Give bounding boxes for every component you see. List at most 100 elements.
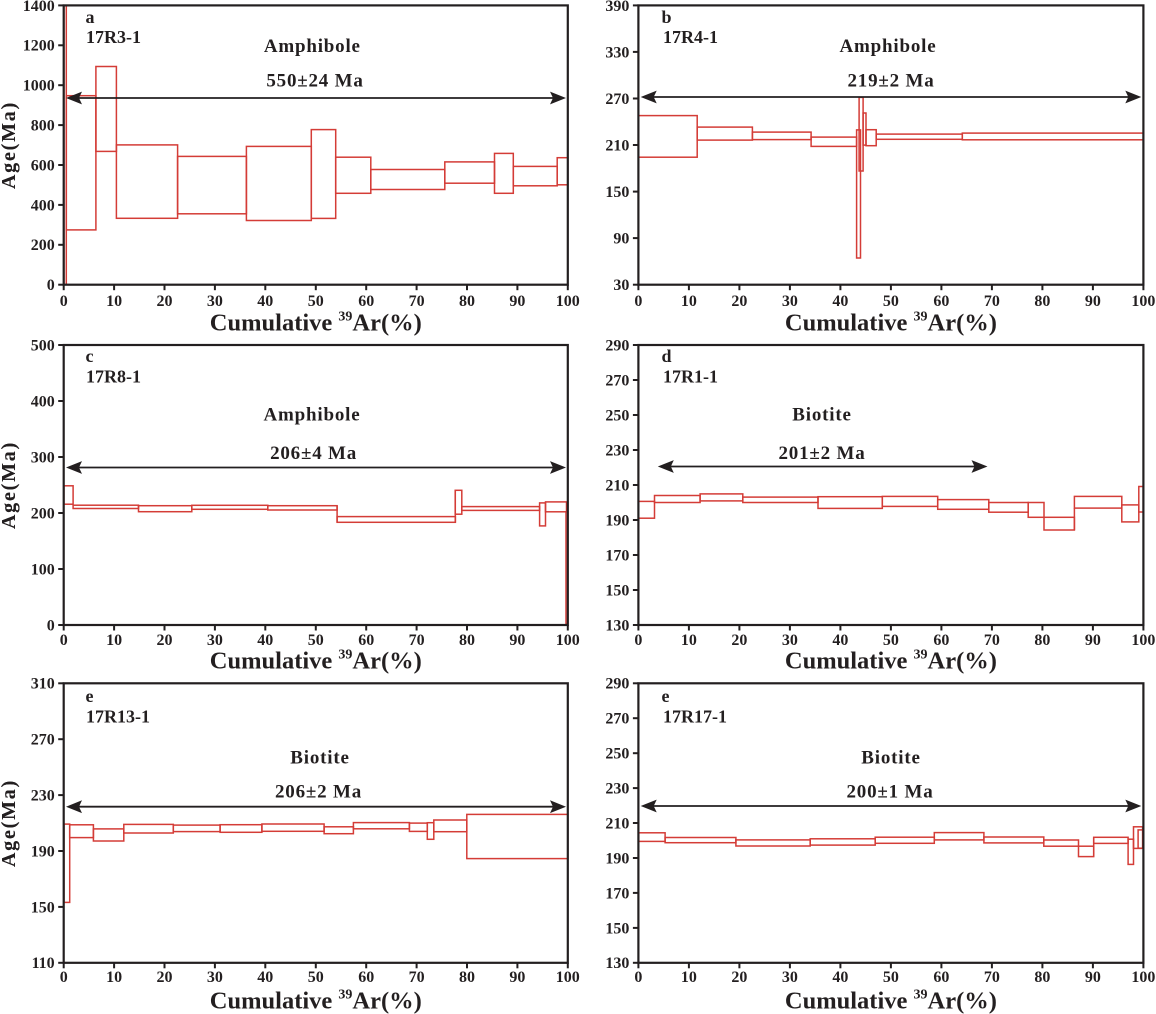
- svg-text:270: 270: [605, 711, 629, 728]
- svg-text:30: 30: [782, 969, 798, 986]
- svg-text:20: 20: [731, 632, 747, 649]
- svg-text:20: 20: [157, 293, 173, 310]
- svg-text:150: 150: [605, 582, 629, 599]
- svg-text:500: 500: [31, 337, 55, 354]
- svg-text:50: 50: [883, 293, 899, 310]
- svg-text:17R4-1: 17R4-1: [663, 27, 718, 47]
- svg-text:17R1-1: 17R1-1: [663, 367, 718, 387]
- svg-text:0: 0: [60, 293, 68, 310]
- svg-text:250: 250: [605, 407, 629, 424]
- svg-text:80: 80: [1034, 969, 1050, 986]
- svg-text:200: 200: [31, 237, 55, 254]
- svg-text:30: 30: [613, 277, 629, 294]
- svg-text:100: 100: [1131, 293, 1155, 310]
- svg-text:330: 330: [605, 44, 629, 61]
- svg-text:150: 150: [605, 184, 629, 201]
- svg-text:60: 60: [358, 969, 374, 986]
- svg-text:Amphibole: Amphibole: [264, 36, 361, 57]
- svg-text:10: 10: [681, 293, 697, 310]
- svg-text:70: 70: [984, 632, 1000, 649]
- svg-text:550±24 Ma: 550±24 Ma: [266, 71, 363, 92]
- svg-text:90: 90: [1085, 969, 1101, 986]
- svg-text:210: 210: [605, 137, 629, 154]
- svg-text:40: 40: [832, 969, 848, 986]
- svg-text:17R3-1: 17R3-1: [86, 27, 141, 47]
- svg-text:a: a: [86, 7, 95, 27]
- svg-text:190: 190: [31, 843, 55, 860]
- svg-text:Cumulative 39Ar(%): Cumulative 39Ar(%): [210, 647, 422, 674]
- svg-text:70: 70: [409, 632, 425, 649]
- svg-text:Amphibole: Amphibole: [840, 36, 937, 57]
- svg-text:Cumulative 39Ar(%): Cumulative 39Ar(%): [785, 988, 997, 1014]
- svg-text:80: 80: [1034, 293, 1050, 310]
- svg-text:Age(Ma): Age(Ma): [0, 441, 20, 529]
- svg-text:130: 130: [605, 617, 629, 634]
- svg-text:600: 600: [31, 157, 55, 174]
- svg-text:10: 10: [106, 632, 122, 649]
- svg-text:270: 270: [31, 732, 55, 749]
- svg-text:Amphibole: Amphibole: [264, 404, 361, 425]
- svg-text:40: 40: [257, 632, 273, 649]
- svg-text:Cumulative 39Ar(%): Cumulative 39Ar(%): [210, 988, 422, 1014]
- svg-text:90: 90: [509, 632, 525, 649]
- svg-text:50: 50: [308, 293, 324, 310]
- svg-text:70: 70: [409, 969, 425, 986]
- svg-text:Age(Ma): Age(Ma): [0, 441, 20, 529]
- svg-text:70: 70: [984, 969, 1000, 986]
- svg-text:20: 20: [157, 632, 173, 649]
- svg-text:90: 90: [613, 231, 629, 248]
- svg-text:e: e: [86, 686, 94, 706]
- svg-text:80: 80: [459, 969, 475, 986]
- svg-text:390: 390: [605, 0, 629, 15]
- svg-text:Cumulative 39Ar(%): Cumulative 39Ar(%): [785, 309, 997, 336]
- svg-text:230: 230: [605, 781, 629, 798]
- svg-text:230: 230: [31, 788, 55, 805]
- svg-text:20: 20: [731, 293, 747, 310]
- svg-text:300: 300: [31, 449, 55, 466]
- svg-text:30: 30: [782, 293, 798, 310]
- svg-text:100: 100: [31, 561, 55, 578]
- svg-text:60: 60: [933, 969, 949, 986]
- svg-text:Age(Ma): Age(Ma): [0, 101, 20, 189]
- svg-text:40: 40: [257, 293, 273, 310]
- svg-text:110: 110: [32, 955, 55, 972]
- svg-text:Age(Ma): Age(Ma): [0, 779, 20, 867]
- svg-text:800: 800: [31, 118, 55, 135]
- svg-text:30: 30: [782, 632, 798, 649]
- svg-text:0: 0: [60, 969, 68, 986]
- svg-text:0: 0: [60, 632, 68, 649]
- svg-text:90: 90: [509, 293, 525, 310]
- svg-text:70: 70: [984, 293, 1000, 310]
- svg-text:20: 20: [731, 969, 747, 986]
- svg-text:100: 100: [1131, 632, 1155, 649]
- svg-text:170: 170: [605, 547, 629, 564]
- svg-text:10: 10: [681, 632, 697, 649]
- svg-text:40: 40: [832, 293, 848, 310]
- svg-text:60: 60: [933, 632, 949, 649]
- svg-text:1200: 1200: [23, 38, 55, 55]
- svg-text:150: 150: [31, 899, 55, 916]
- svg-text:20: 20: [157, 969, 173, 986]
- svg-text:17R17-1: 17R17-1: [663, 707, 727, 727]
- svg-text:50: 50: [308, 969, 324, 986]
- svg-text:40: 40: [257, 969, 273, 986]
- svg-text:210: 210: [605, 477, 629, 494]
- svg-text:90: 90: [1085, 293, 1101, 310]
- svg-text:0: 0: [634, 632, 642, 649]
- svg-text:219±2 Ma: 219±2 Ma: [847, 71, 934, 92]
- svg-text:40: 40: [832, 632, 848, 649]
- svg-text:100: 100: [556, 293, 580, 310]
- svg-text:Age(Ma): Age(Ma): [0, 101, 20, 189]
- svg-text:100: 100: [556, 969, 580, 986]
- svg-text:90: 90: [1085, 632, 1101, 649]
- svg-text:10: 10: [106, 969, 122, 986]
- svg-text:210: 210: [605, 815, 629, 832]
- svg-text:Biotite: Biotite: [290, 747, 349, 768]
- svg-text:Cumulative 39Ar(%): Cumulative 39Ar(%): [785, 647, 997, 674]
- svg-text:1000: 1000: [23, 78, 55, 95]
- svg-text:230: 230: [605, 442, 629, 459]
- svg-text:290: 290: [605, 337, 629, 354]
- svg-text:60: 60: [933, 293, 949, 310]
- svg-text:80: 80: [1034, 632, 1050, 649]
- svg-text:17R13-1: 17R13-1: [86, 707, 150, 727]
